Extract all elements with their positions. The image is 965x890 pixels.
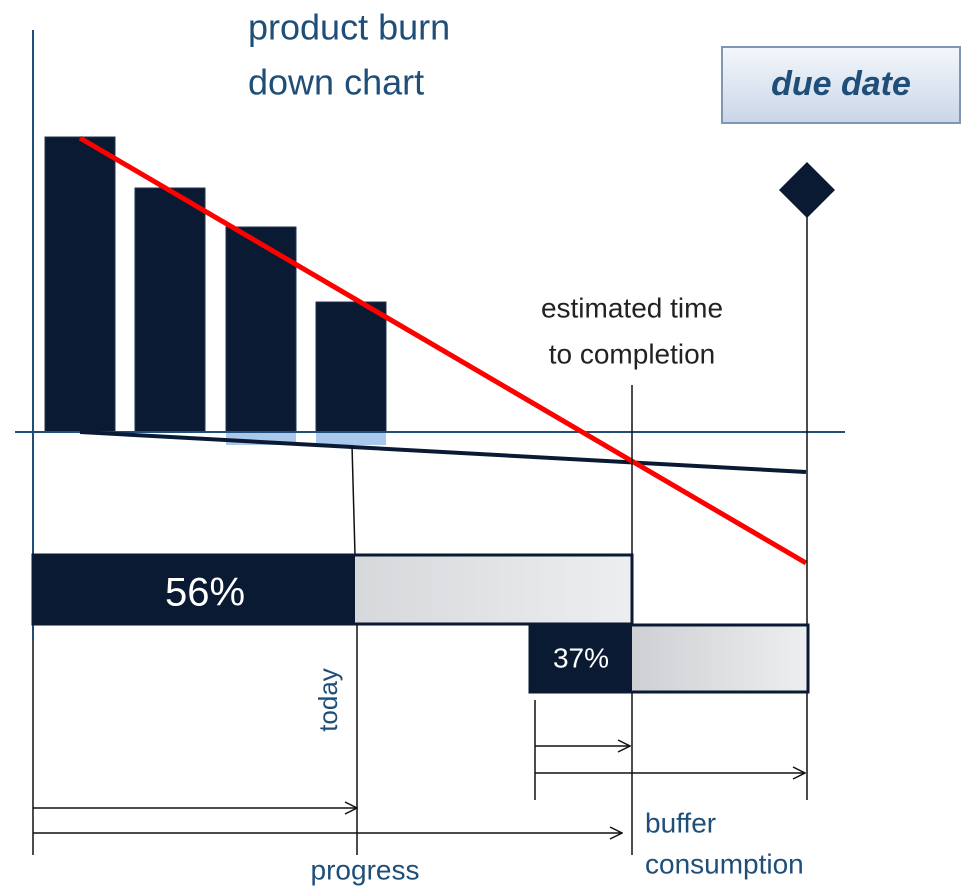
bar xyxy=(225,226,297,433)
progress-label: progress xyxy=(311,854,420,885)
bars xyxy=(44,136,387,433)
title-line: down chart xyxy=(248,62,424,103)
due-date-box xyxy=(721,46,961,124)
buffer-percent: 37% xyxy=(553,642,609,673)
trend-line xyxy=(78,135,808,566)
bar xyxy=(315,301,387,433)
estimate-label: to completion xyxy=(549,338,716,369)
due-date-diamond xyxy=(779,162,835,218)
buffer-label: buffer xyxy=(645,807,716,838)
today-connector xyxy=(351,444,356,556)
due-date-label: due date xyxy=(771,65,911,103)
buffer-fill xyxy=(530,625,632,692)
bar xyxy=(44,136,116,433)
estimate-label: estimated time xyxy=(541,292,723,323)
today-label: today xyxy=(313,668,343,732)
bar xyxy=(134,187,206,433)
scope-line xyxy=(79,430,807,474)
progress-fill xyxy=(33,555,355,624)
title-line: product burn xyxy=(248,7,450,48)
bar-extension xyxy=(316,432,386,445)
buffer-label: consumption xyxy=(645,848,804,879)
progress-percent: 56% xyxy=(165,571,245,615)
